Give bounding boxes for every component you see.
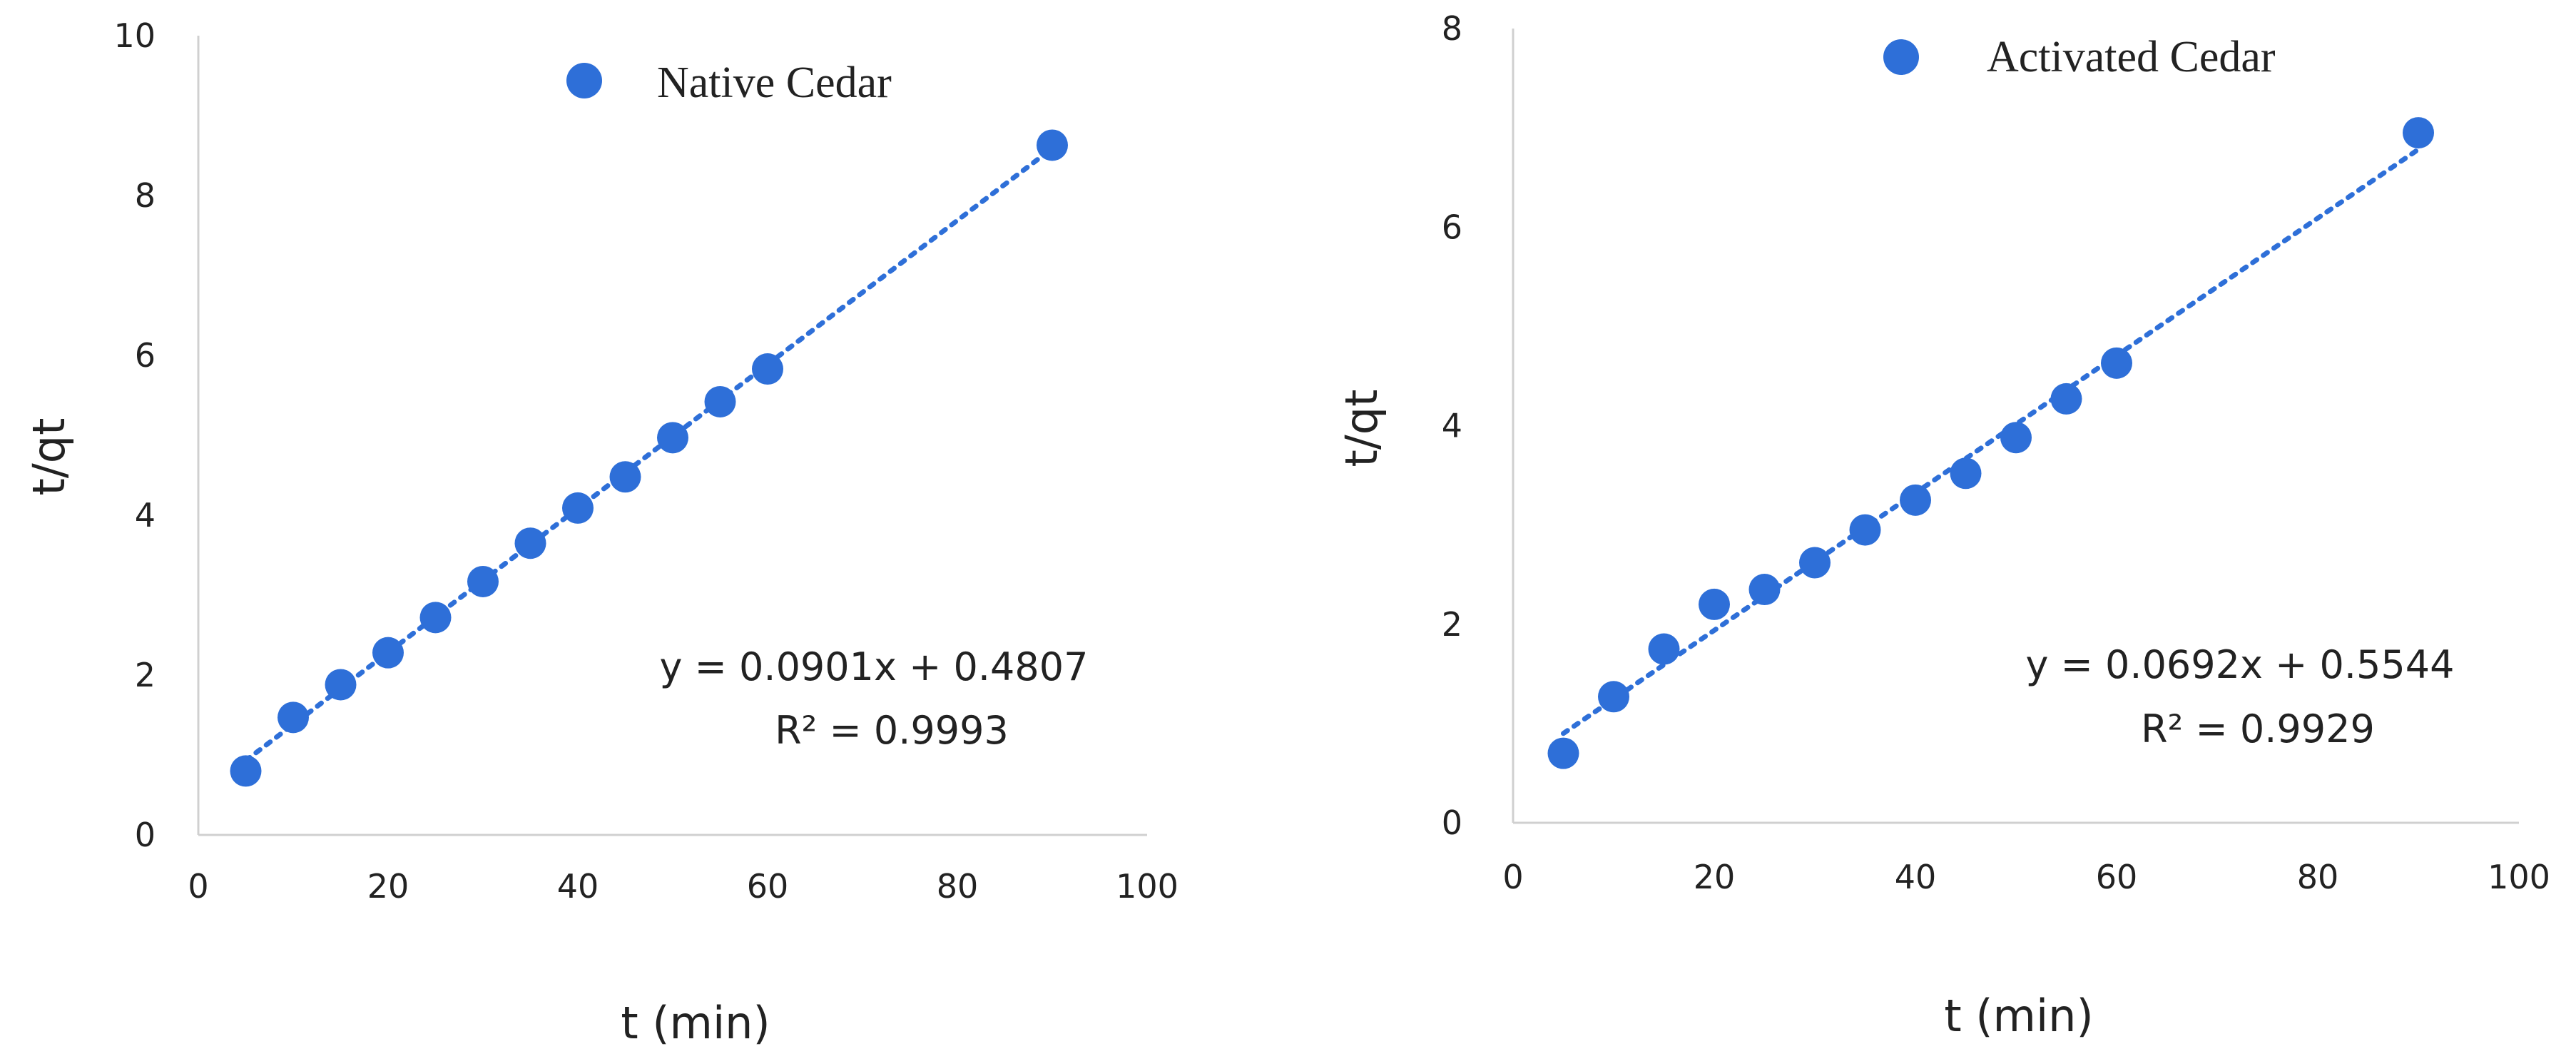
x-axis-title: t (min) (621, 997, 770, 1049)
data-point (1648, 633, 1680, 665)
data-point (562, 492, 594, 524)
data-point (704, 385, 736, 417)
data-points (230, 129, 1068, 787)
data-point (325, 669, 357, 701)
data-point (419, 602, 452, 634)
y-tick-label: 4 (1442, 407, 1462, 445)
y-tick-label: 8 (135, 176, 156, 215)
y-tick-labels: 0 2 4 6 8 (1442, 9, 1462, 842)
data-point (1799, 547, 1831, 579)
x-tick-label: 80 (937, 867, 979, 906)
x-tick-label: 20 (367, 867, 409, 906)
y-tick-label: 10 (113, 16, 156, 55)
legend-label: Native Cedar (657, 59, 892, 107)
data-point (2050, 382, 2082, 415)
legend-marker (566, 63, 602, 98)
data-point (1598, 681, 1629, 713)
activated-cedar-chart: 0 20 40 60 80 100 0 2 4 6 8 t (min) t/qt Activate… (1335, 9, 2550, 1042)
y-tick-label: 8 (1442, 9, 1462, 48)
x-tick-label: 0 (188, 867, 208, 906)
data-point (1900, 484, 1931, 516)
legend-marker (1883, 39, 1919, 75)
r-squared-label: R² = 0.9929 (2141, 706, 2375, 751)
data-point (2000, 422, 2032, 454)
x-tick-label: 40 (1895, 858, 1937, 896)
y-axis-title: t/qt (23, 418, 75, 496)
data-point (1699, 588, 1730, 620)
x-tick-label: 60 (747, 867, 789, 906)
x-tick-label: 20 (1694, 858, 1736, 896)
data-point (514, 527, 546, 559)
legend-label: Activated Cedar (1987, 33, 2276, 81)
y-tick-label: 0 (135, 816, 156, 854)
y-tick-label: 6 (1442, 208, 1462, 246)
y-tick-label: 2 (135, 656, 156, 694)
data-point (1037, 129, 1068, 161)
y-tick-label: 0 (1442, 804, 1462, 842)
trendline (1561, 146, 2421, 736)
x-tick-labels: 0 20 40 60 80 100 (1502, 858, 2550, 896)
data-point (1950, 457, 1982, 490)
y-tick-labels: 0 2 4 6 8 10 (113, 16, 156, 854)
trendline-equation: y = 0.0901x + 0.4807 (660, 644, 1089, 689)
data-point (1748, 574, 1781, 606)
x-tick-label: 100 (1116, 867, 1178, 906)
y-tick-label: 2 (1442, 605, 1462, 644)
x-tick-label: 60 (2096, 858, 2138, 896)
x-tick-label: 0 (1502, 858, 1523, 896)
x-tick-label: 40 (557, 867, 599, 906)
x-tick-label: 80 (2297, 858, 2339, 896)
r-squared-label: R² = 0.9993 (775, 708, 1009, 753)
data-point (2403, 117, 2434, 149)
data-point (1849, 514, 1881, 546)
data-point (467, 565, 499, 597)
data-point (752, 353, 783, 385)
data-point (609, 461, 641, 493)
data-point (1547, 737, 1579, 769)
x-tick-label: 100 (2488, 858, 2550, 896)
trendline-equation: y = 0.0692x + 0.5544 (2026, 642, 2455, 687)
native-cedar-chart: 0 20 40 60 80 100 0 2 4 6 8 10 t (min) t/qt Native… (23, 16, 1178, 1049)
data-point (278, 701, 309, 734)
data-point (657, 422, 688, 454)
data-point (2101, 347, 2132, 379)
data-point (372, 637, 404, 669)
data-point (230, 755, 262, 787)
x-axis-title: t (min) (1944, 990, 2093, 1042)
data-points (1547, 117, 2434, 769)
y-tick-label: 4 (135, 496, 156, 534)
y-tick-label: 6 (135, 336, 156, 375)
y-axis-title: t/qt (1335, 390, 1388, 467)
x-tick-labels: 0 20 40 60 80 100 (188, 867, 1178, 906)
